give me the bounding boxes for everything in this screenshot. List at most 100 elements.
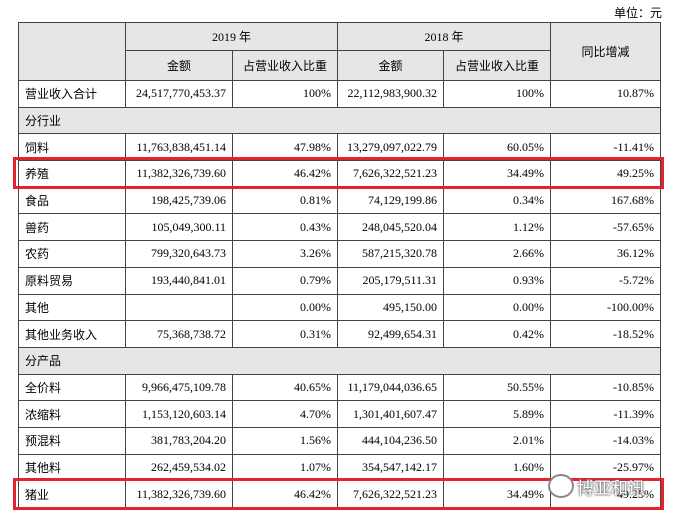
row-label: 分产品 [17,346,662,375]
table-cell: 1.07% [231,453,339,482]
table-row: 农药 799,320,643.73 3.26% 587,215,320.78 2.66%… [18,240,662,268]
table-cell [125,293,233,322]
header-cell: 2018 年 [337,22,552,51]
watermark-icon [548,474,574,498]
row-label: 饲料 [18,133,126,162]
table-row: 分行业 [17,106,662,135]
table-cell: 7,626,322,521.23 [337,160,445,188]
table-cell: 4.70% [231,400,339,428]
header-cell: 同比增减 [550,22,662,81]
table-cell: 74,129,199.86 [337,186,445,215]
table-cell: -57.65% [550,213,662,242]
table-cell: 11,179,044,036.65 [337,373,445,402]
table-cell: 34.49% [443,160,552,188]
table-cell: 9,966,475,109.78 [125,373,233,402]
row-label: 预混料 [18,426,126,455]
table-cell: 60.05% [443,133,552,162]
header-row: 金额 占营业收入比重 金额 占营业收入比重 [19,50,661,81]
table-row: 食品 198,425,739.06 0.81% 74,129,199.86 0.34% 1… [18,186,662,215]
table-cell: 262,459,534.02 [125,453,233,482]
table-cell: 11,763,838,451.14 [125,133,233,162]
header-cell: 金额 [125,50,233,81]
table-cell: 205,179,511.31 [337,266,445,295]
table-cell: -5.72% [550,266,662,295]
table-cell: -100.00% [550,293,662,322]
table-cell: 1,153,120,603.14 [125,400,233,428]
table-cell: 47.98% [231,133,339,162]
table-row: 其他 0.00% 495,150.00 0.00% -100.00% [18,293,662,322]
row-label: 分行业 [17,106,662,135]
table-cell: 13,279,097,022.79 [337,133,445,162]
table-cell: 167.68% [550,186,662,215]
highlight-box [13,478,664,510]
revenue-table: 2019 年 2018 年 同比增减 金额 占营业收入比重 金额 占营业收入比重… [17,22,662,508]
table-cell: 100% [443,80,552,108]
highlight-box [13,157,664,189]
table-row: 全价料 9,966,475,109.78 40.65% 11,179,044,036.… [18,373,662,402]
row-label: 食品 [18,186,126,215]
table-cell: 10.87% [550,80,662,108]
table-cell: 1,301,401,607.47 [337,400,445,428]
table-cell: 0.00% [231,293,339,322]
table-cell: 495,150.00 [337,293,445,322]
table-row: 其他料 262,459,534.02 1.07% 354,547,142.17 1.60… [18,453,662,482]
table-row: 分产品 [17,346,662,375]
row-label: 原料贸易 [18,266,126,295]
table-cell: 193,440,841.01 [125,266,233,295]
header-cell: 金额 [337,50,445,81]
table-cell: 1.60% [443,453,552,482]
table-cell: 0.42% [443,320,552,348]
table-cell: 24,517,770,453.37 [125,80,233,108]
row-label: 养殖 [18,160,126,188]
table-cell: -18.52% [550,320,662,348]
table-cell: 0.00% [443,293,552,322]
table-cell: 36.12% [550,240,662,268]
unit-label: 单位：元 [613,6,662,20]
table-cell: 0.93% [443,266,552,295]
table-cell: 1.12% [443,213,552,242]
table-cell: 11,382,326,739.60 [125,160,233,188]
table-cell: 587,215,320.78 [337,240,445,268]
row-label: 浓缩料 [18,400,126,428]
row-label: 全价料 [18,373,126,402]
table-cell: 248,045,520.04 [337,213,445,242]
table-cell: 2.66% [443,240,552,268]
table-row: 浓缩料 1,153,120,603.14 4.70% 1,301,401,607.47… [18,400,662,428]
table-cell: 92,499,654.31 [337,320,445,348]
table-cell: 0.79% [231,266,339,295]
row-label: 营业收入合计 [18,80,126,108]
table-row: 养殖 11,382,326,739.60 46.42% 7,626,322,521.2… [18,160,662,188]
row-label: 其他业务收入 [18,320,126,348]
table-row: 营业收入合计 24,517,770,453.37 100% 22,112,983,90… [18,80,662,108]
table-cell: 40.65% [231,373,339,402]
table-cell: 5.89% [443,400,552,428]
table-cell: 105,049,300.11 [125,213,233,242]
row-label: 其他 [18,293,126,322]
table-cell: 46.42% [231,480,339,508]
watermark: 博亚和讯 [577,479,645,499]
table-cell: 7,626,322,521.23 [337,480,445,508]
table-cell: 46.42% [231,160,339,188]
table-cell: 381,783,204.20 [125,426,233,455]
table-cell: 0.31% [231,320,339,348]
header-cell: 占营业收入比重 [231,50,339,81]
table-cell: 354,547,142.17 [337,453,445,482]
row-label: 兽药 [18,213,126,242]
header-row: 2019 年 2018 年 同比增减 [18,22,662,81]
table-cell: 0.34% [443,186,552,215]
header-corner [18,22,126,81]
table-row: 兽药 105,049,300.11 0.43% 248,045,520.04 1.12%… [18,213,662,242]
table-row: 原料贸易 193,440,841.01 0.79% 205,179,511.31 0.9… [18,266,662,295]
table-cell: 100% [231,80,339,108]
table-cell: 0.43% [231,213,339,242]
row-label: 农药 [18,240,126,268]
table-cell: 22,112,983,900.32 [337,80,445,108]
table-cell: 1.56% [231,426,339,455]
table-cell: -11.39% [550,400,662,428]
table-cell: 444,104,236.50 [337,426,445,455]
table-cell: 3.26% [231,240,339,268]
table-cell: -11.41% [550,133,662,162]
table-cell: 0.81% [231,186,339,215]
row-label: 其他料 [18,453,126,482]
